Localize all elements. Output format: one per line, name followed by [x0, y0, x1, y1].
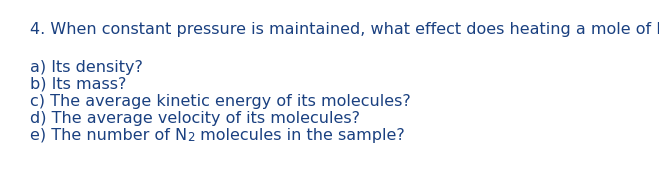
Text: b) Its mass?: b) Its mass? [30, 77, 127, 92]
Text: molecules in the sample?: molecules in the sample? [194, 128, 405, 143]
Text: 4. When constant pressure is maintained, what effect does heating a mole of N: 4. When constant pressure is maintained,… [30, 22, 659, 37]
Text: d) The average velocity of its molecules?: d) The average velocity of its molecules… [30, 111, 360, 126]
Text: e) The number of N: e) The number of N [30, 128, 187, 143]
Text: 2: 2 [187, 131, 194, 144]
Text: a) Its density?: a) Its density? [30, 60, 143, 75]
Text: c) The average kinetic energy of its molecules?: c) The average kinetic energy of its mol… [30, 94, 411, 109]
